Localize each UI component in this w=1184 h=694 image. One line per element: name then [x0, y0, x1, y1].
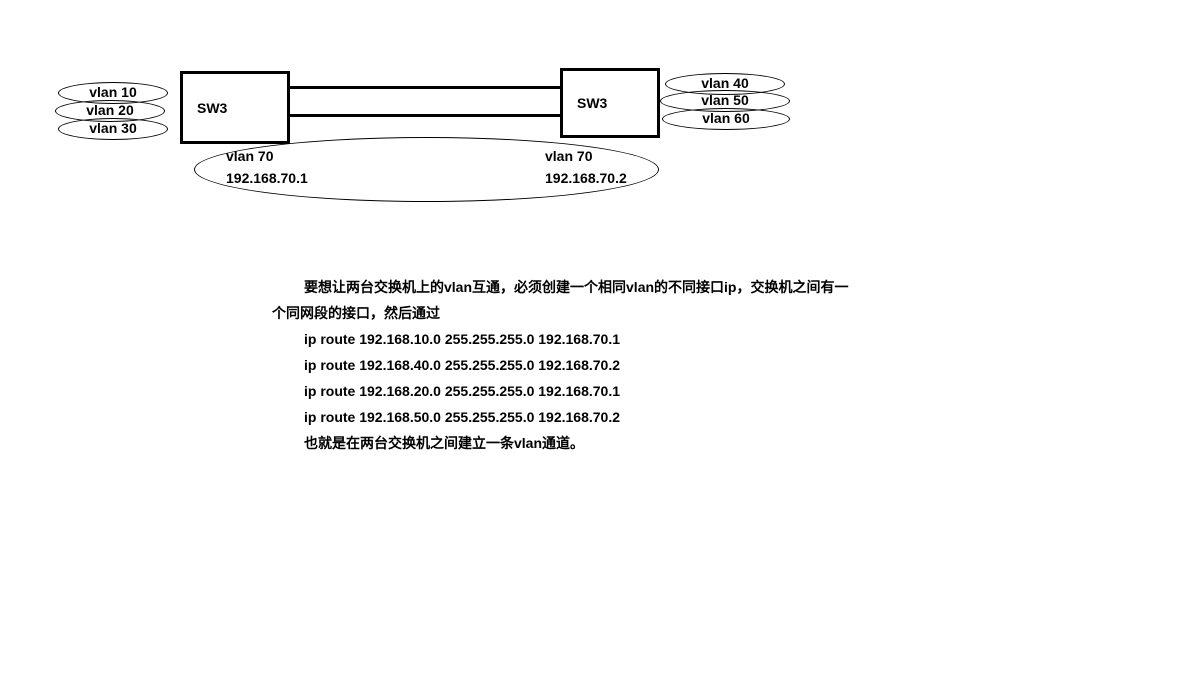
vlan-50-label: vlan 50 — [701, 92, 748, 108]
link-line-top — [290, 86, 560, 89]
trunk-left-vlan: vlan 70 — [226, 148, 273, 164]
vlan-60-label: vlan 60 — [702, 110, 749, 126]
intro-line-2: 个同网段的接口，然后通过 — [272, 300, 972, 326]
vlan-20-label: vlan 20 — [86, 102, 133, 118]
switch-right-label: SW3 — [577, 95, 607, 111]
switch-left-label: SW3 — [197, 100, 227, 116]
vlan-ellipse-30: vlan 30 — [58, 118, 168, 140]
route-line-3: ip route 192.168.20.0 255.255.255.0 192.… — [272, 378, 972, 404]
outro-line: 也就是在两台交换机之间建立一条vlan通道。 — [272, 430, 972, 456]
trunk-right-vlan: vlan 70 — [545, 148, 592, 164]
trunk-right-ip: 192.168.70.2 — [545, 170, 627, 186]
vlan-40-label: vlan 40 — [701, 75, 748, 91]
vlan-10-label: vlan 10 — [89, 84, 136, 100]
route-line-4: ip route 192.168.50.0 255.255.255.0 192.… — [272, 404, 972, 430]
switch-right: SW3 — [560, 68, 660, 138]
route-line-2: ip route 192.168.40.0 255.255.255.0 192.… — [272, 352, 972, 378]
trunk-left-ip: 192.168.70.1 — [226, 170, 308, 186]
intro-line-1: 要想让两台交换机上的vlan互通，必须创建一个相同vlan的不同接口ip，交换机… — [272, 274, 972, 300]
explanation-block: 要想让两台交换机上的vlan互通，必须创建一个相同vlan的不同接口ip，交换机… — [272, 274, 972, 456]
link-line-bottom — [290, 114, 560, 117]
switch-left: SW3 — [180, 71, 290, 144]
vlan-ellipse-60: vlan 60 — [662, 108, 790, 130]
route-line-1: ip route 192.168.10.0 255.255.255.0 192.… — [272, 326, 972, 352]
vlan-30-label: vlan 30 — [89, 120, 136, 136]
